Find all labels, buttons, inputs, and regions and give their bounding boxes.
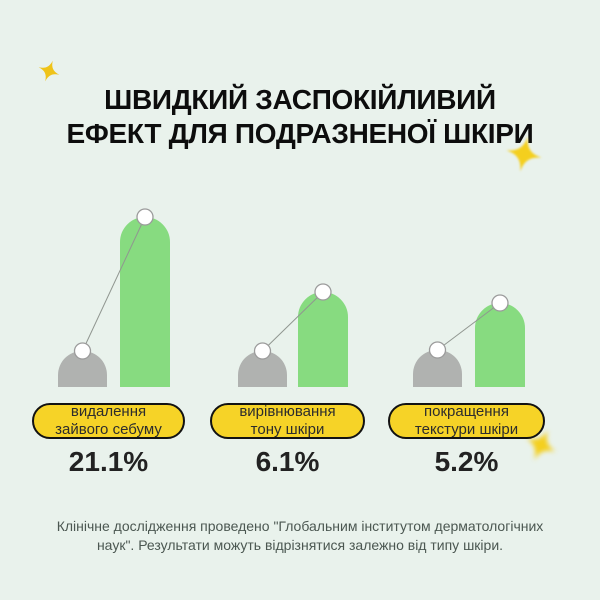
value-label-sebum: 21.1% (68, 446, 149, 477)
pill-label-line-1: покращення (424, 403, 509, 420)
title-line-2: ЕФЕКТ ДЛЯ ПОДРАЗНЕНОЇ ШКІРИ (66, 118, 534, 149)
pill-label-line-2: текстури шкіри (414, 421, 519, 438)
pill-label-line-2: зайвого себуму (55, 421, 162, 438)
bar-after-tone (298, 292, 348, 387)
sparkle-icon (35, 57, 63, 85)
bar-before-sebum (58, 351, 107, 387)
disclaimer-line-2: наук". Результати можуть відрізнятися за… (96, 537, 504, 553)
pill-label-line-1: видалення (70, 403, 147, 420)
bar-after-texture (475, 303, 525, 387)
category-pill-sebum: видалення зайвого себуму (32, 403, 185, 439)
pill-label-line-1: вирівнювання (239, 403, 336, 420)
disclaimer-line-1: Клінічне дослідження проведено "Глобальн… (56, 518, 544, 534)
pill-label-line-2: тону шкіри (250, 421, 325, 438)
category-pill-texture: покращення текстури шкіри (388, 403, 545, 439)
page-title: ШВИДКИЙ ЗАСПОКІЙЛИВИЙ ЕФЕКТ ДЛЯ ПОДРАЗНЕ… (0, 83, 600, 151)
category-pill-tone: вирівнювання тону шкіри (210, 403, 365, 439)
disclaimer-text: Клінічне дослідження проведено "Глобальн… (0, 517, 600, 555)
bar-before-texture (413, 350, 462, 387)
title-line-1: ШВИДКИЙ ЗАСПОКІЙЛИВИЙ (104, 84, 496, 115)
bar-after-sebum (120, 217, 170, 387)
value-label-tone: 6.1% (255, 446, 320, 477)
bar-before-tone (238, 351, 287, 387)
value-label-texture: 5.2% (434, 446, 499, 477)
